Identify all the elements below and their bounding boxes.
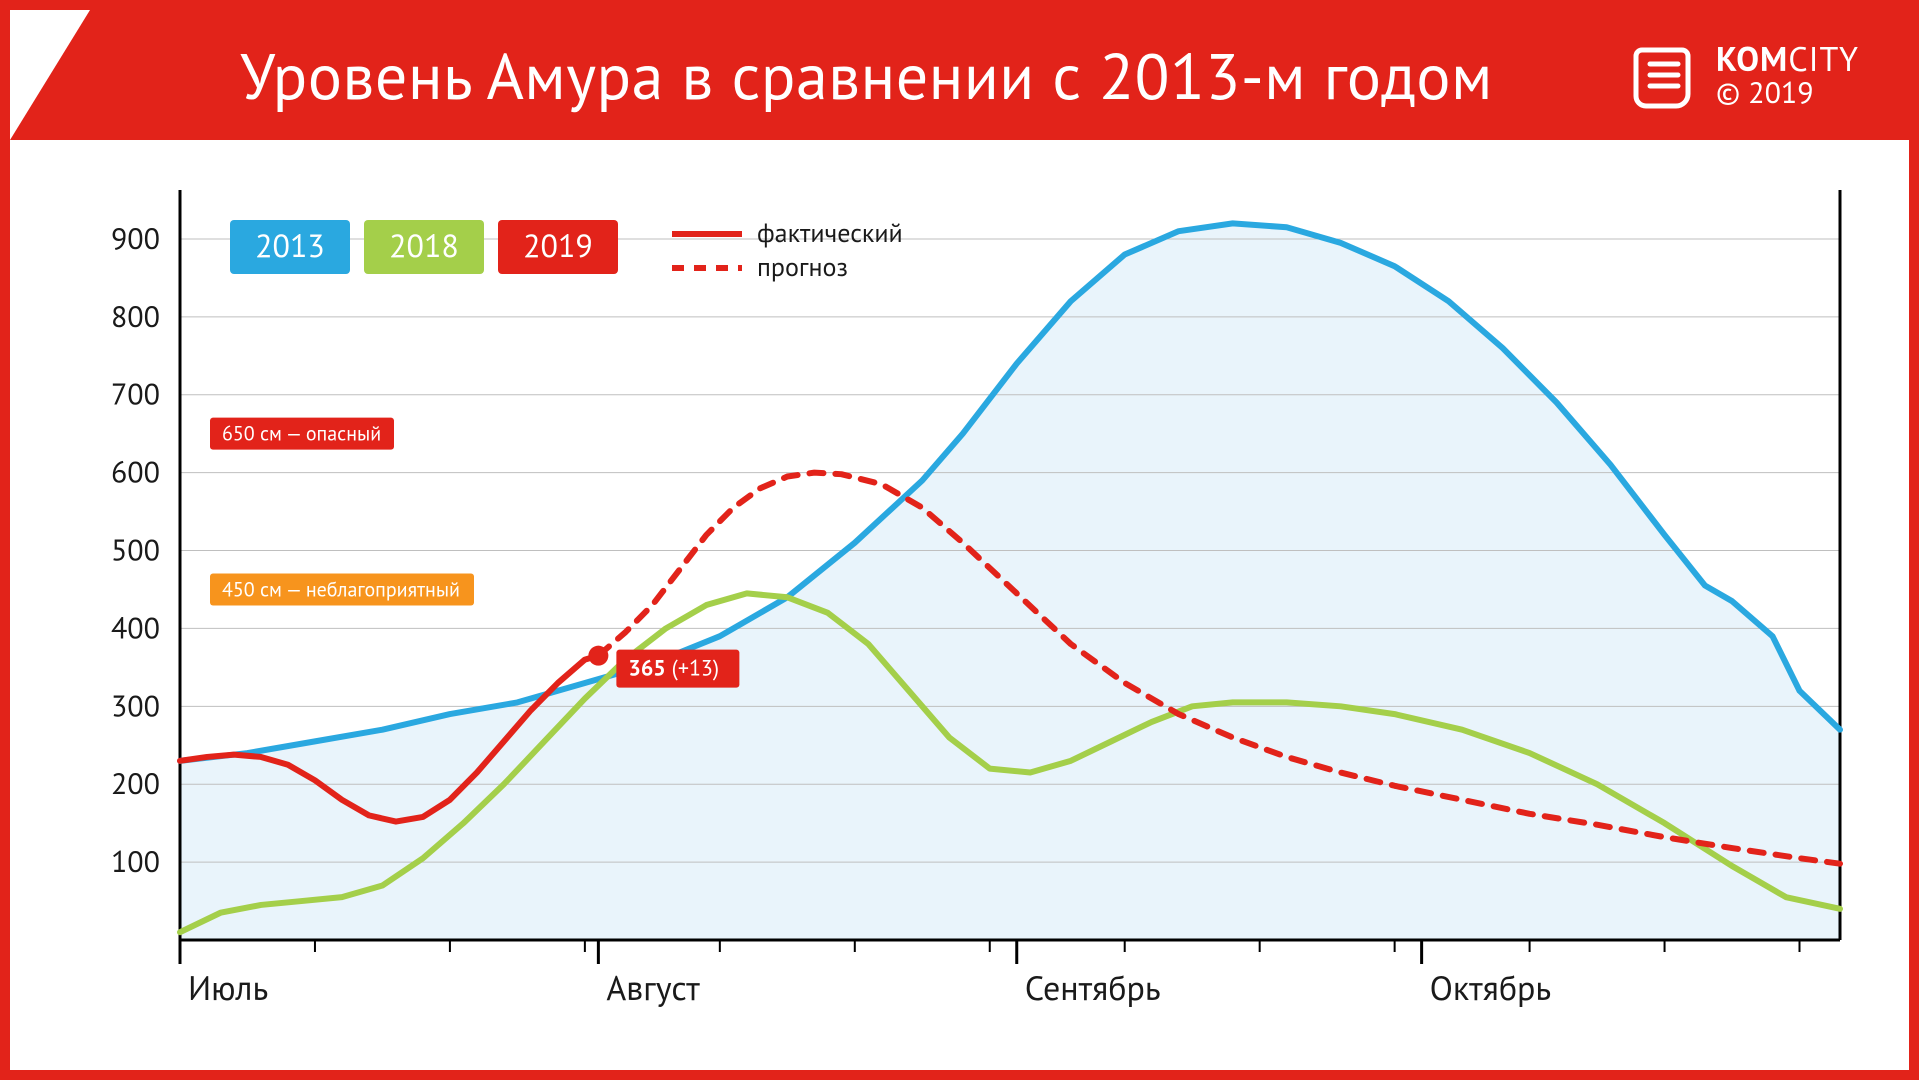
- current-badge: 365 (+13): [616, 650, 739, 688]
- header: Уровень Амура в сравнении с 2013-м годом…: [10, 10, 1909, 140]
- newspaper-icon: [1628, 40, 1698, 110]
- y-tick-label: 400: [111, 608, 160, 647]
- logo-name: KOMCITY: [1716, 42, 1859, 76]
- x-tick-label: Август: [606, 966, 700, 1010]
- y-tick-label: 600: [111, 453, 160, 492]
- y-tick-label: 200: [111, 764, 160, 803]
- x-tick-label: Октябрь: [1430, 966, 1552, 1010]
- chart-svg: 100 200 300 400 500 600 700 800 900 Июль Август Сен…: [60, 170, 1860, 1040]
- threshold-badge: 450 см — неблагоприятный: [210, 573, 474, 605]
- svg-text:2013: 2013: [255, 224, 325, 266]
- threshold-badge: 650 см — опасный: [210, 418, 394, 450]
- y-tick-label: 300: [111, 686, 160, 725]
- y-tick-label: 500: [111, 531, 160, 570]
- y-tick-label: 700: [111, 375, 160, 414]
- page-title: Уровень Амура в сравнении с 2013-м годом: [240, 34, 1493, 117]
- legend-line-label: фактический: [757, 217, 903, 250]
- chart-area: 100 200 300 400 500 600 700 800 900 Июль Август Сен…: [60, 170, 1859, 1040]
- logo-text: KOMCITY © 2019: [1716, 42, 1859, 108]
- svg-text:2019: 2019: [523, 224, 593, 266]
- x-tick-label: Сентябрь: [1025, 966, 1161, 1010]
- svg-text:365 (+13): 365 (+13): [628, 655, 719, 683]
- legend-line-label: прогноз: [757, 251, 848, 284]
- svg-text:450 см — неблагоприятный: 450 см — неблагоприятный: [222, 576, 460, 602]
- svg-text:2018: 2018: [389, 224, 459, 266]
- svg-text:650 см — опасный: 650 см — опасный: [222, 421, 381, 447]
- y-tick-label: 900: [111, 219, 160, 258]
- logo-copyright: © 2019: [1716, 78, 1859, 108]
- current-point: [588, 646, 608, 666]
- logo: KOMCITY © 2019: [1628, 40, 1859, 110]
- x-tick-label: Июль: [188, 966, 268, 1010]
- y-tick-label: 100: [111, 842, 160, 881]
- y-tick-label: 800: [111, 297, 160, 336]
- frame: Уровень Амура в сравнении с 2013-м годом…: [0, 0, 1919, 1080]
- header-notch: [10, 10, 90, 140]
